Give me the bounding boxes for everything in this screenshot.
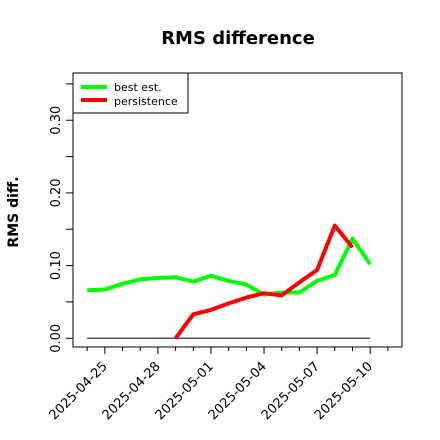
legend-label-persistence: persistence [114, 95, 178, 108]
series-line-0 [87, 236, 372, 297]
plot-area [72, 72, 403, 348]
y-axis: 0.00 0.10 0.20 0.30 [49, 83, 73, 353]
y-axis-label: RMS diff. [6, 176, 22, 247]
series-line-1 [173, 223, 355, 340]
series-layer [87, 223, 372, 340]
y-tick-label: 0.30 [49, 106, 64, 135]
chart-title: RMS difference [161, 28, 315, 49]
y-tick-label: 0.00 [49, 324, 64, 353]
legend-label-best-est: best est. [114, 81, 162, 94]
legend: best est. persistence [72, 72, 189, 114]
y-tick-label: 0.20 [49, 178, 64, 207]
legend-box [72, 72, 189, 114]
y-tick-label: 0.10 [49, 251, 64, 280]
x-axis: 2025-04-252025-04-282025-05-012025-05-04… [47, 347, 389, 423]
